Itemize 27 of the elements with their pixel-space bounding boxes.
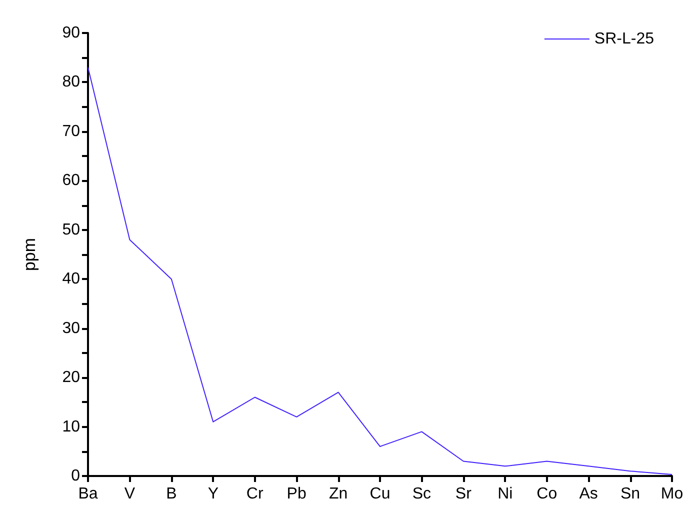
y-tick-label: 80 — [62, 74, 80, 91]
x-tick-label: Ba — [78, 486, 98, 502]
y-tick-label: 30 — [62, 320, 80, 337]
y-tick-label: 40 — [62, 270, 80, 288]
y-tick-label: 90 — [62, 24, 80, 42]
y-tick-label: 10 — [62, 418, 80, 436]
x-tick-label: Y — [208, 486, 219, 502]
x-tick-label: Zn — [328, 486, 348, 502]
x-tick-label: Sn — [620, 486, 640, 502]
x-tick-label: V — [124, 486, 136, 502]
x-tick-label: B — [166, 486, 177, 502]
x-tick-label: Pb — [286, 486, 306, 502]
x-tick-label: As — [579, 486, 598, 502]
y-tick-label: 20 — [62, 369, 80, 386]
x-tick-label: Ni — [498, 486, 513, 502]
x-tick-label: Cr — [246, 486, 264, 502]
y-axis-title: ppm — [20, 238, 39, 272]
y-tick-label: 50 — [62, 221, 80, 238]
y-tick-label: 70 — [62, 122, 80, 140]
y-tick-label: 0 — [71, 468, 80, 484]
x-tick-label: Cu — [370, 486, 390, 502]
x-tick-label: Co — [536, 486, 558, 502]
x-tick-label: Mo — [660, 486, 684, 502]
legend-label: SR-L-25 — [594, 30, 654, 48]
x-tick-label: Sr — [455, 486, 472, 502]
y-tick-label: 60 — [62, 172, 80, 190]
x-tick-label: Sc — [412, 486, 432, 502]
